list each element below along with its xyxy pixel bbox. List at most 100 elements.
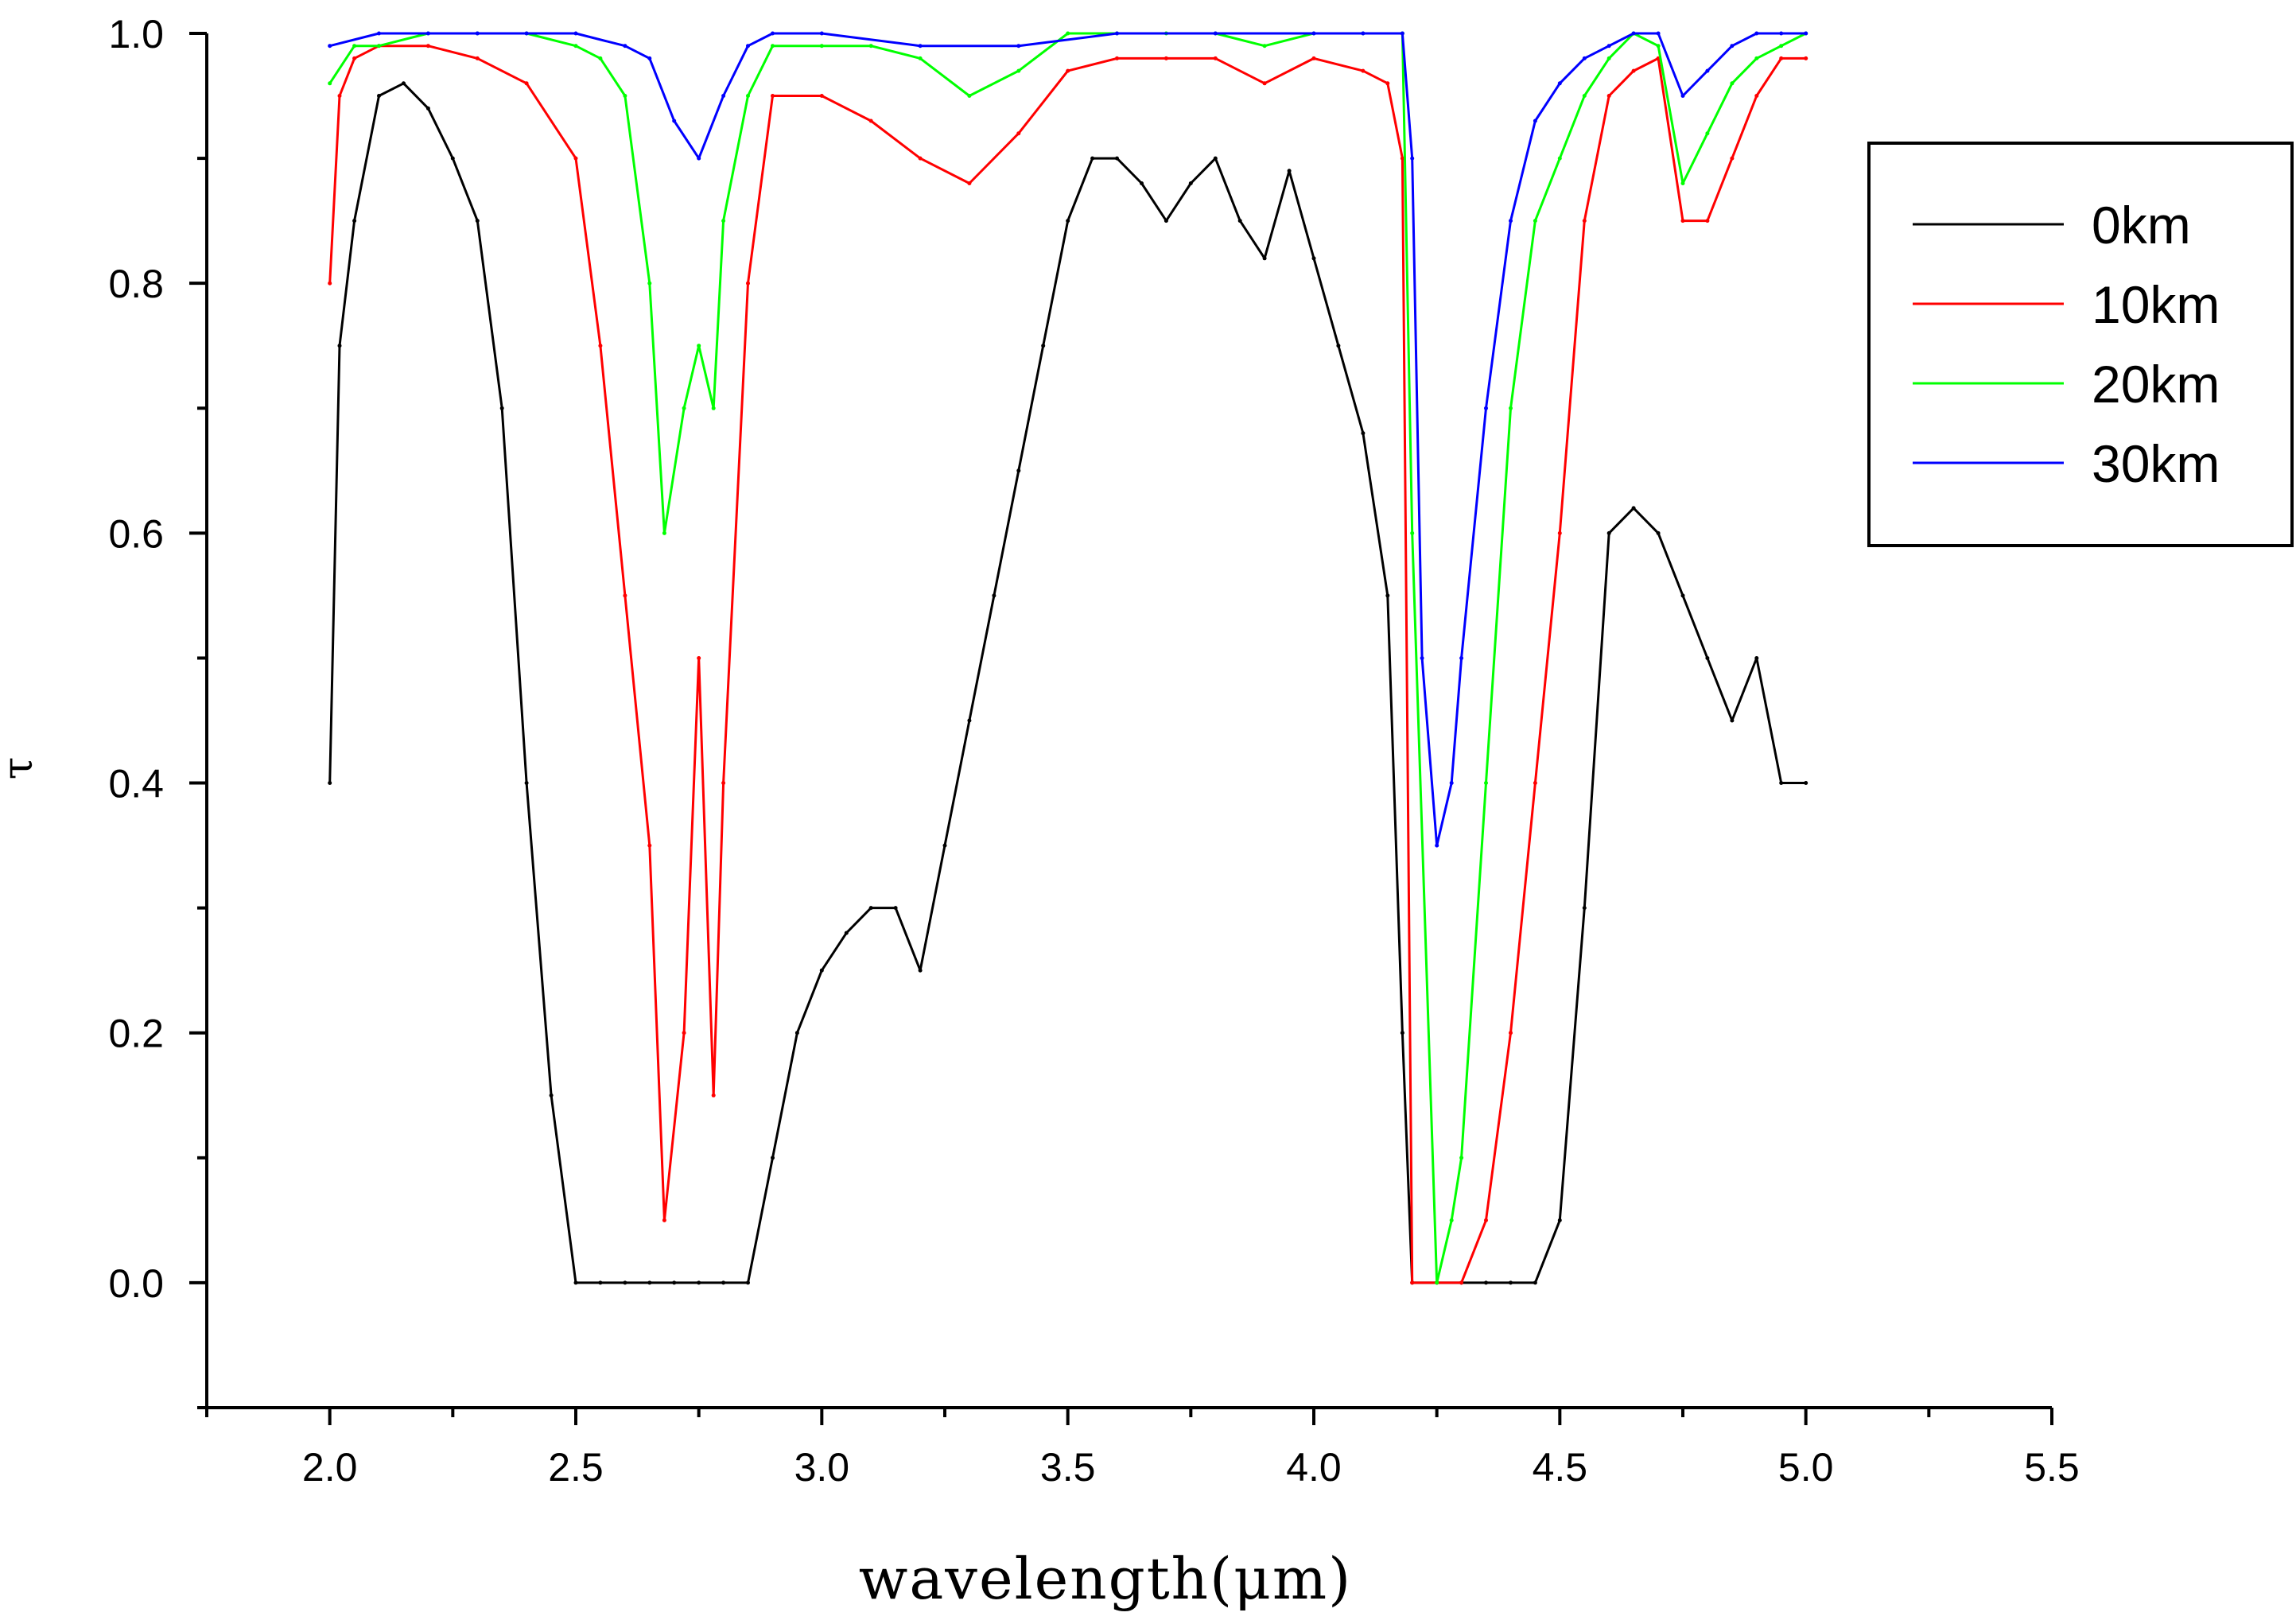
y-ticks: 0.0 0.2 0.4 0.6 0.8 1.0 [108, 12, 207, 1409]
data-point-20km [721, 219, 726, 223]
data-point-0km [1213, 156, 1218, 161]
data-point-10km [967, 181, 972, 185]
data-point-20km [1754, 56, 1759, 60]
data-point-30km [1533, 118, 1537, 123]
data-point-20km [1016, 68, 1021, 73]
data-point-10km [647, 843, 652, 848]
data-point-0km [1385, 593, 1390, 598]
legend-label: 10km [2092, 275, 2220, 334]
data-point-0km [1287, 169, 1292, 173]
data-point-30km [623, 44, 627, 49]
data-point-10km [328, 281, 332, 286]
data-point-20km [868, 44, 873, 49]
data-point-0km [1164, 219, 1168, 223]
data-point-30km [1410, 156, 1415, 161]
data-point-10km [868, 118, 873, 123]
data-point-10km [1066, 68, 1070, 73]
data-point-0km [721, 1280, 726, 1285]
data-point-10km [1705, 219, 1710, 223]
data-point-0km [425, 106, 430, 111]
data-point-30km [1557, 81, 1562, 86]
data-point-0km [1730, 718, 1735, 723]
data-point-10km [524, 81, 529, 86]
data-point-10km [1311, 56, 1316, 60]
data-point-0km [1484, 1280, 1488, 1285]
data-point-10km [1509, 1031, 1513, 1035]
data-point-0km [1656, 530, 1661, 535]
data-point-20km [771, 44, 775, 49]
data-point-10km [1754, 94, 1759, 98]
data-point-0km [1582, 906, 1587, 911]
data-point-20km [573, 44, 578, 49]
data-point-20km [598, 56, 603, 60]
y-tick-label: 1.0 [108, 12, 164, 56]
y-axis-title: τ [0, 757, 42, 780]
x-tick-label: 2.5 [548, 1445, 604, 1490]
data-point-10km [1533, 781, 1537, 785]
data-point-30km [1656, 31, 1661, 36]
legend-items: 0km 10km 20km 30km [1913, 196, 2220, 493]
data-point-30km [672, 118, 677, 123]
x-tick-label: 5.5 [2024, 1445, 2080, 1490]
data-point-10km [746, 281, 750, 286]
data-point-30km [1311, 31, 1316, 36]
data-point-0km [746, 1280, 750, 1285]
data-point-20km [1656, 44, 1661, 49]
data-point-0km [337, 344, 342, 348]
legend-label: 0km [2092, 196, 2191, 254]
data-point-0km [1041, 344, 1046, 348]
data-point-20km [1435, 1280, 1439, 1285]
data-point-30km [1606, 44, 1611, 49]
data-point-0km [1090, 156, 1095, 161]
data-point-0km [549, 1093, 554, 1098]
data-point-20km [352, 44, 357, 49]
data-point-10km [623, 593, 627, 598]
data-point-20km [1730, 81, 1735, 86]
data-point-0km [1705, 656, 1710, 660]
data-point-10km [475, 56, 480, 60]
data-point-10km [711, 1093, 716, 1098]
data-point-10km [819, 94, 824, 98]
data-point-20km [682, 406, 686, 410]
data-point-0km [377, 94, 381, 98]
x-tick-label: 4.5 [1533, 1445, 1588, 1490]
data-point-0km [1066, 219, 1070, 223]
data-point-20km [1484, 781, 1488, 785]
legend: 0km 10km 20km 30km [1867, 142, 2294, 547]
data-point-0km [1311, 256, 1316, 261]
data-point-0km [499, 406, 504, 410]
data-point-0km [672, 1280, 677, 1285]
data-point-0km [1754, 656, 1759, 660]
data-point-10km [337, 94, 342, 98]
data-point-0km [1606, 530, 1611, 535]
data-point-0km [1115, 156, 1119, 161]
data-point-30km [1509, 219, 1513, 223]
data-point-20km [1557, 156, 1562, 161]
data-point-20km [1066, 31, 1070, 36]
data-point-0km [352, 219, 357, 223]
data-point-0km [524, 781, 529, 785]
data-point-30km [647, 56, 652, 60]
data-point-0km [992, 593, 996, 598]
data-point-0km [1262, 256, 1267, 261]
data-point-0km [1361, 431, 1366, 436]
data-point-30km [1631, 31, 1636, 36]
data-point-0km [475, 219, 480, 223]
data-point-10km [1582, 219, 1587, 223]
data-point-0km [623, 1280, 627, 1285]
data-point-10km [1115, 56, 1119, 60]
data-point-30km [1779, 31, 1784, 36]
data-point-10km [1606, 94, 1611, 98]
data-point-20km [918, 56, 923, 60]
data-point-30km [721, 94, 726, 98]
data-point-10km [662, 1218, 666, 1222]
data-point-10km [1557, 530, 1562, 535]
data-point-20km [1509, 406, 1513, 410]
data-point-10km [1262, 81, 1267, 86]
data-point-30km [1754, 31, 1759, 36]
data-point-30km [573, 31, 578, 36]
data-point-30km [1016, 44, 1021, 49]
data-point-0km [1557, 1218, 1562, 1222]
data-point-30km [1400, 31, 1404, 36]
